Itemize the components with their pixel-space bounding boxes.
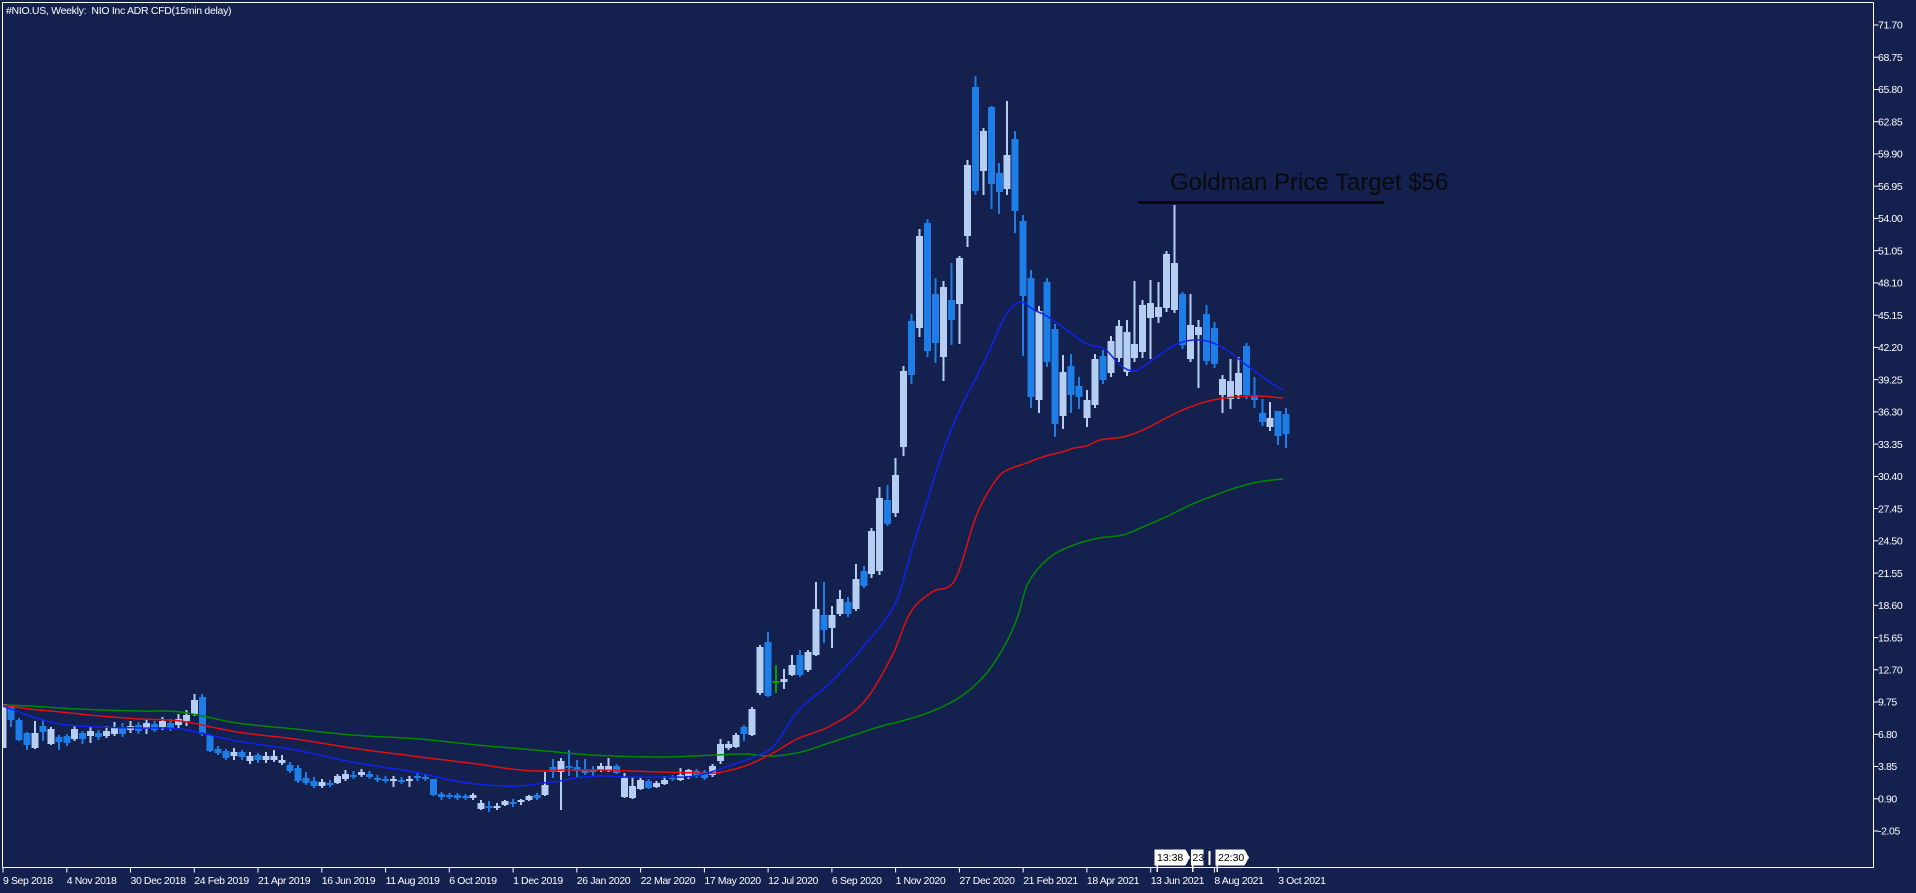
svg-text:11 Aug 2019: 11 Aug 2019 (386, 875, 440, 887)
svg-text:21 Apr 2019: 21 Apr 2019 (258, 875, 311, 887)
svg-text:56.95: 56.95 (1878, 181, 1903, 193)
svg-text:18.60: 18.60 (1878, 600, 1903, 612)
svg-text:6 Oct 2019: 6 Oct 2019 (449, 875, 497, 887)
svg-text:0.90: 0.90 (1878, 794, 1897, 806)
svg-text:17 May 2020: 17 May 2020 (704, 875, 761, 887)
svg-text:13:38: 13:38 (1157, 852, 1183, 864)
svg-text:1 Dec 2019: 1 Dec 2019 (513, 875, 563, 887)
svg-text:27.45: 27.45 (1878, 503, 1903, 515)
svg-text:65.80: 65.80 (1878, 84, 1903, 96)
svg-text:68.75: 68.75 (1878, 52, 1903, 64)
svg-text:#NIO.US, Weekly: NIO Inc ADR: #NIO.US, Weekly: NIO Inc ADR CFD(15min d… (6, 5, 231, 17)
svg-text:9 Sep 2018: 9 Sep 2018 (3, 875, 53, 887)
svg-text:26 Jan 2020: 26 Jan 2020 (577, 875, 631, 887)
svg-text:62.85: 62.85 (1878, 116, 1903, 128)
svg-text:4 Nov 2018: 4 Nov 2018 (67, 875, 117, 887)
svg-text:54.00: 54.00 (1878, 213, 1903, 225)
svg-text:33.35: 33.35 (1878, 439, 1903, 451)
svg-text:27 Dec 2020: 27 Dec 2020 (959, 875, 1015, 887)
svg-text:51.05: 51.05 (1878, 245, 1903, 257)
svg-text:6 Sep 2020: 6 Sep 2020 (832, 875, 882, 887)
svg-text:23: 23 (1193, 852, 1205, 864)
svg-text:12 Jul 2020: 12 Jul 2020 (768, 875, 818, 887)
svg-text:24.50: 24.50 (1878, 536, 1903, 548)
svg-text:30.40: 30.40 (1878, 471, 1903, 483)
svg-text:24 Feb 2019: 24 Feb 2019 (194, 875, 249, 887)
svg-text:1 Nov 2020: 1 Nov 2020 (896, 875, 946, 887)
svg-text:22:30: 22:30 (1218, 852, 1244, 864)
svg-text:45.15: 45.15 (1878, 310, 1903, 322)
svg-text:3.85: 3.85 (1878, 761, 1897, 773)
svg-text:3 Oct 2021: 3 Oct 2021 (1278, 875, 1326, 887)
svg-text:9.75: 9.75 (1878, 697, 1897, 709)
svg-text:Goldman Price Target $56: Goldman Price Target $56 (1170, 169, 1448, 196)
svg-text:21.55: 21.55 (1878, 568, 1903, 580)
svg-text:36.30: 36.30 (1878, 407, 1903, 419)
svg-text:30 Dec 2018: 30 Dec 2018 (131, 875, 187, 887)
svg-text:22 Mar 2020: 22 Mar 2020 (641, 875, 696, 887)
svg-text:71.70: 71.70 (1878, 20, 1903, 32)
svg-text:39.25: 39.25 (1878, 374, 1903, 386)
svg-text:13 Jun 2021: 13 Jun 2021 (1151, 875, 1205, 887)
svg-text:8 Aug 2021: 8 Aug 2021 (1214, 875, 1264, 887)
svg-text:59.90: 59.90 (1878, 149, 1903, 161)
svg-text:6.80: 6.80 (1878, 729, 1897, 741)
svg-text:-2.05: -2.05 (1878, 826, 1900, 838)
svg-text:15.65: 15.65 (1878, 632, 1903, 644)
svg-text:18 Apr 2021: 18 Apr 2021 (1087, 875, 1140, 887)
svg-text:16 Jun 2019: 16 Jun 2019 (322, 875, 376, 887)
svg-text:48.10: 48.10 (1878, 278, 1903, 290)
svg-text:42.20: 42.20 (1878, 342, 1903, 354)
svg-text:21 Feb 2021: 21 Feb 2021 (1023, 875, 1078, 887)
svg-text:12.70: 12.70 (1878, 665, 1903, 677)
